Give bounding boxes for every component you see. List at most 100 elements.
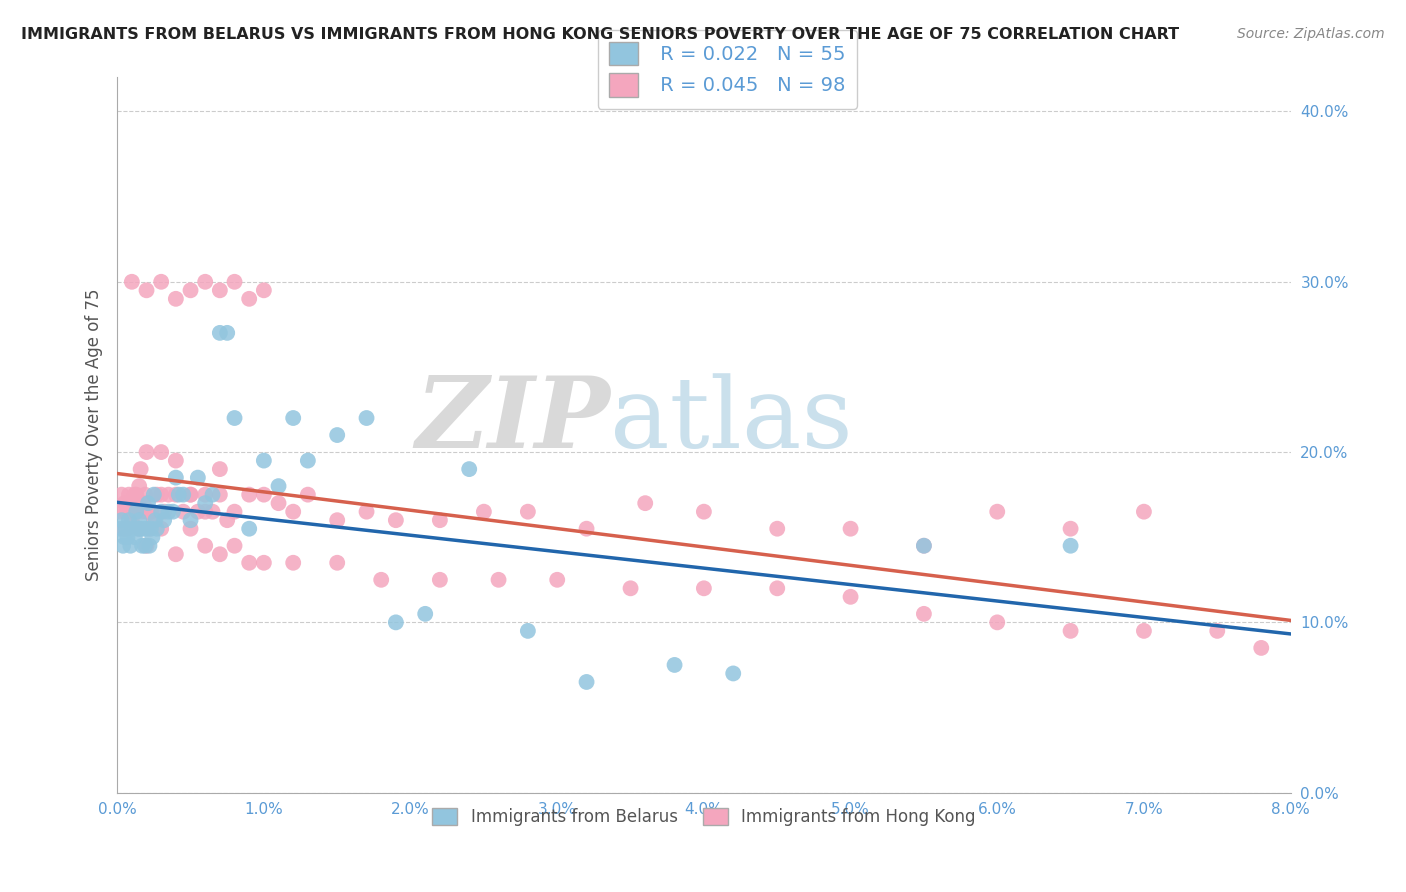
Point bbox=[208, 462, 231, 476]
Point bbox=[135, 505, 157, 519]
Point bbox=[142, 513, 165, 527]
Point bbox=[180, 488, 202, 502]
Point bbox=[131, 539, 153, 553]
Point bbox=[136, 496, 159, 510]
Point bbox=[114, 522, 136, 536]
Point bbox=[121, 505, 143, 519]
Point bbox=[1250, 640, 1272, 655]
Point bbox=[201, 505, 224, 519]
Point bbox=[150, 275, 173, 289]
Point bbox=[129, 522, 152, 536]
Point bbox=[224, 539, 246, 553]
Point bbox=[136, 505, 159, 519]
Point bbox=[165, 488, 187, 502]
Point bbox=[253, 283, 276, 297]
Point bbox=[664, 657, 686, 672]
Point bbox=[143, 513, 166, 527]
Legend: Immigrants from Belarus, Immigrants from Hong Kong: Immigrants from Belarus, Immigrants from… bbox=[425, 799, 984, 834]
Point bbox=[172, 505, 194, 519]
Point bbox=[224, 411, 246, 425]
Point bbox=[157, 505, 180, 519]
Point bbox=[194, 505, 217, 519]
Point bbox=[208, 488, 231, 502]
Point bbox=[267, 496, 290, 510]
Point bbox=[297, 488, 319, 502]
Point bbox=[121, 513, 143, 527]
Point bbox=[115, 505, 138, 519]
Point bbox=[117, 530, 139, 544]
Point bbox=[385, 513, 408, 527]
Point bbox=[238, 556, 260, 570]
Point bbox=[131, 505, 153, 519]
Point bbox=[118, 488, 141, 502]
Point bbox=[516, 624, 538, 638]
Point bbox=[356, 505, 378, 519]
Point bbox=[429, 573, 451, 587]
Point bbox=[180, 283, 202, 297]
Point bbox=[110, 488, 132, 502]
Point bbox=[912, 539, 935, 553]
Point bbox=[128, 513, 150, 527]
Point bbox=[238, 488, 260, 502]
Point bbox=[575, 675, 598, 690]
Point bbox=[165, 547, 187, 561]
Point bbox=[283, 411, 305, 425]
Point bbox=[110, 513, 132, 527]
Point bbox=[150, 488, 173, 502]
Point bbox=[114, 496, 136, 510]
Point bbox=[172, 488, 194, 502]
Point bbox=[385, 615, 408, 630]
Point bbox=[165, 292, 187, 306]
Point bbox=[132, 522, 155, 536]
Point bbox=[108, 522, 131, 536]
Point bbox=[326, 428, 349, 442]
Point bbox=[108, 505, 131, 519]
Point bbox=[120, 539, 142, 553]
Point bbox=[129, 462, 152, 476]
Point bbox=[693, 505, 716, 519]
Text: atlas: atlas bbox=[610, 373, 853, 468]
Point bbox=[117, 522, 139, 536]
Point bbox=[141, 530, 163, 544]
Point bbox=[125, 505, 148, 519]
Point bbox=[458, 462, 481, 476]
Point bbox=[516, 505, 538, 519]
Point bbox=[135, 445, 157, 459]
Point bbox=[267, 479, 290, 493]
Text: Source: ZipAtlas.com: Source: ZipAtlas.com bbox=[1237, 27, 1385, 41]
Point bbox=[194, 496, 217, 510]
Point bbox=[194, 275, 217, 289]
Point bbox=[488, 573, 510, 587]
Text: IMMIGRANTS FROM BELARUS VS IMMIGRANTS FROM HONG KONG SENIORS POVERTY OVER THE AG: IMMIGRANTS FROM BELARUS VS IMMIGRANTS FR… bbox=[21, 27, 1180, 42]
Point bbox=[766, 522, 789, 536]
Point bbox=[429, 513, 451, 527]
Point bbox=[127, 496, 149, 510]
Point bbox=[121, 522, 143, 536]
Point bbox=[134, 488, 156, 502]
Point bbox=[150, 522, 173, 536]
Point bbox=[693, 582, 716, 596]
Point bbox=[986, 615, 1008, 630]
Point bbox=[721, 666, 744, 681]
Point bbox=[167, 488, 190, 502]
Point bbox=[575, 522, 598, 536]
Point bbox=[146, 522, 169, 536]
Point bbox=[839, 522, 862, 536]
Point bbox=[124, 488, 146, 502]
Point bbox=[912, 607, 935, 621]
Point bbox=[283, 505, 305, 519]
Point bbox=[253, 453, 276, 467]
Point bbox=[153, 505, 176, 519]
Point bbox=[1059, 522, 1081, 536]
Point bbox=[238, 292, 260, 306]
Text: ZIP: ZIP bbox=[415, 373, 610, 469]
Point bbox=[297, 453, 319, 467]
Point bbox=[112, 522, 135, 536]
Point bbox=[194, 539, 217, 553]
Point bbox=[128, 479, 150, 493]
Point bbox=[217, 326, 239, 340]
Point bbox=[619, 582, 641, 596]
Point bbox=[162, 505, 184, 519]
Point bbox=[1206, 624, 1229, 638]
Point bbox=[153, 513, 176, 527]
